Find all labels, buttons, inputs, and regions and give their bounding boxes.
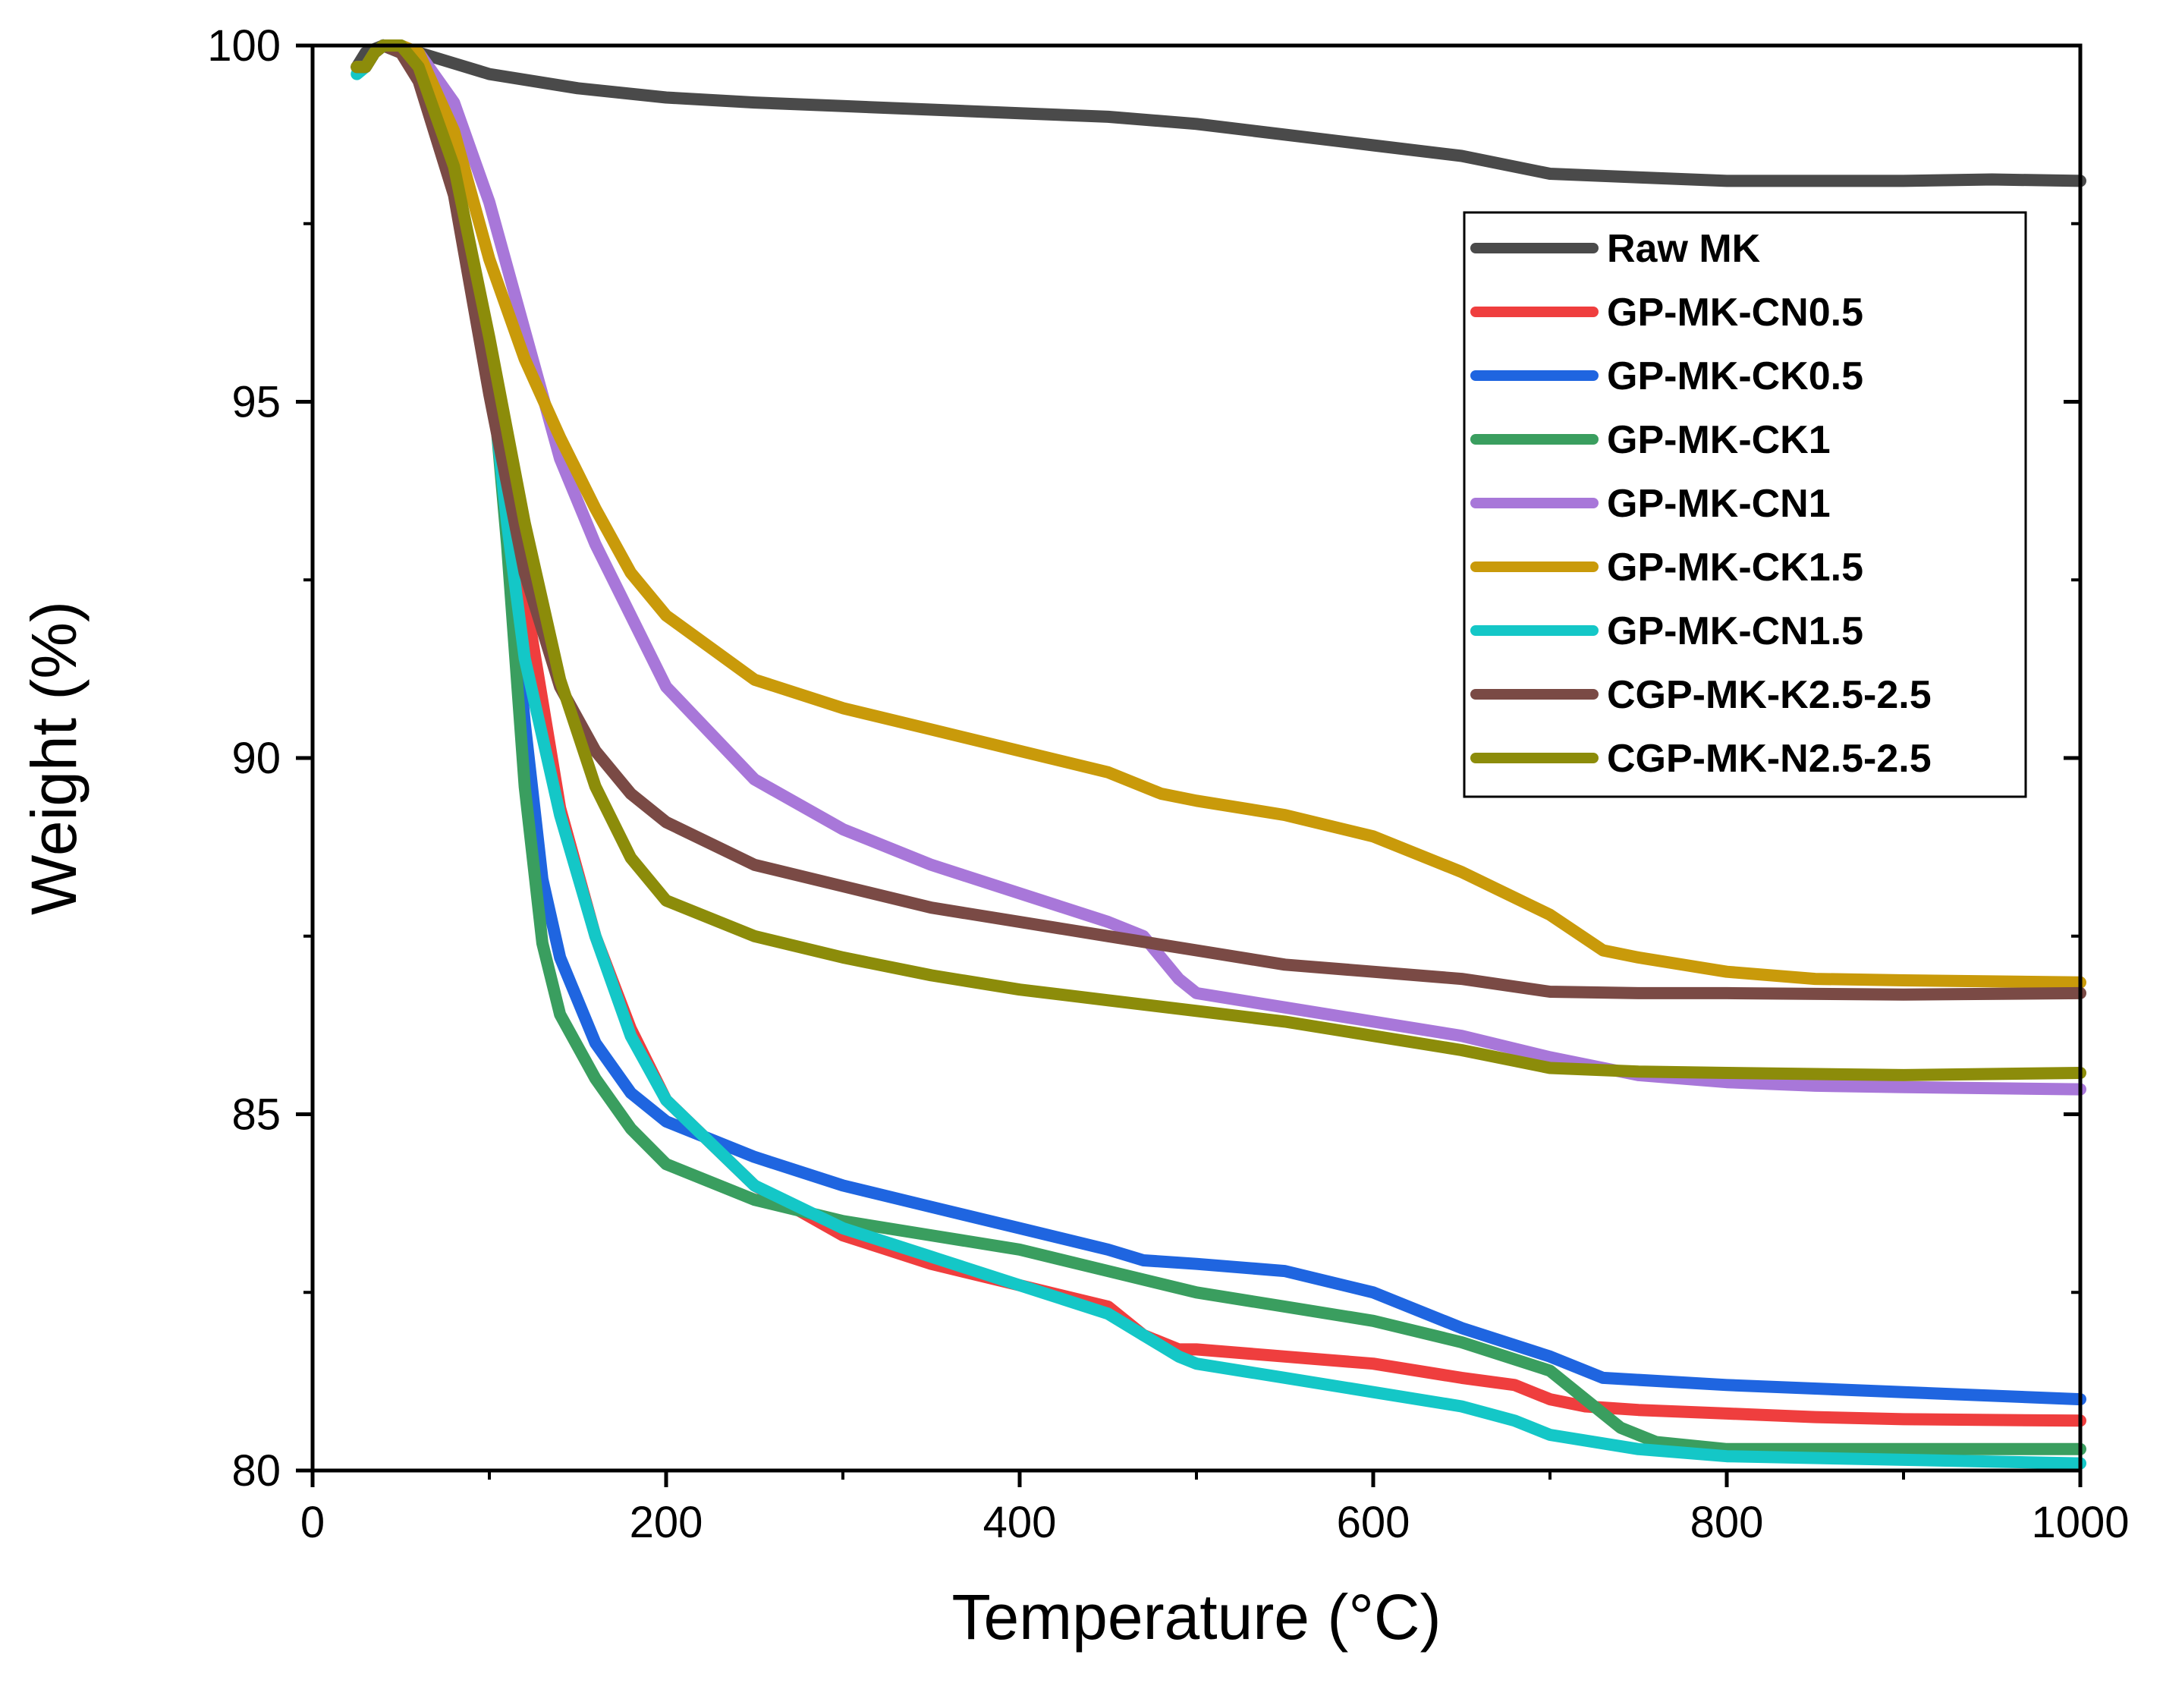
y-tick-label: 85: [231, 1090, 281, 1140]
y-tick-label: 95: [231, 378, 281, 427]
legend-label-gp-mk-ck0-5: GP-MK-CK0.5: [1607, 354, 1863, 398]
x-tick-label: 0: [300, 1498, 325, 1547]
x-tick-label: 400: [983, 1498, 1057, 1547]
x-axis-title: Temperature (°C): [951, 1581, 1441, 1653]
x-tick-label: 800: [1690, 1498, 1764, 1547]
legend-label-raw-mk: Raw MK: [1607, 227, 1761, 271]
series-line-cgp-mk-n2-5-2-5: [351, 39, 2086, 1081]
series-layer: [351, 39, 2086, 1470]
legend-label-gp-mk-cn0-5: GP-MK-CN0.5: [1607, 291, 1863, 335]
legend: Raw MK GP-MK-CN0.5 GP-MK-CK0.5 GP-MK-CK1 GP-…: [1463, 211, 2027, 798]
y-tick-label: 80: [231, 1446, 281, 1496]
x-tick-label: 1000: [2031, 1498, 2129, 1547]
legend-label-gp-mk-ck1-5: GP-MK-CK1.5: [1607, 546, 1863, 590]
legend-label-gp-mk-ck1: GP-MK-CK1: [1607, 418, 1831, 462]
x-tick-label: 200: [630, 1498, 703, 1547]
y-axis-title: Weight (%): [18, 601, 90, 915]
legend-label-gp-mk-cn1: GP-MK-CN1: [1607, 482, 1831, 526]
x-tick-label: 600: [1337, 1498, 1410, 1547]
legend-label-gp-mk-cn1-5: GP-MK-CN1.5: [1607, 609, 1863, 653]
series-line-gp-mk-ck1-5: [351, 39, 2086, 989]
y-tick-label: 90: [231, 734, 281, 783]
legend-label-cgp-mk-n2-5-2-5: CGP-MK-N2.5-2.5: [1607, 737, 1932, 781]
y-tick-label: 100: [207, 21, 281, 71]
legend-label-cgp-mk-k2-5-2-5: CGP-MK-K2.5-2.5: [1607, 673, 1932, 717]
axis-layer: 0 200 400 600 800 1000 80 85 90 95 100: [207, 21, 2129, 1547]
